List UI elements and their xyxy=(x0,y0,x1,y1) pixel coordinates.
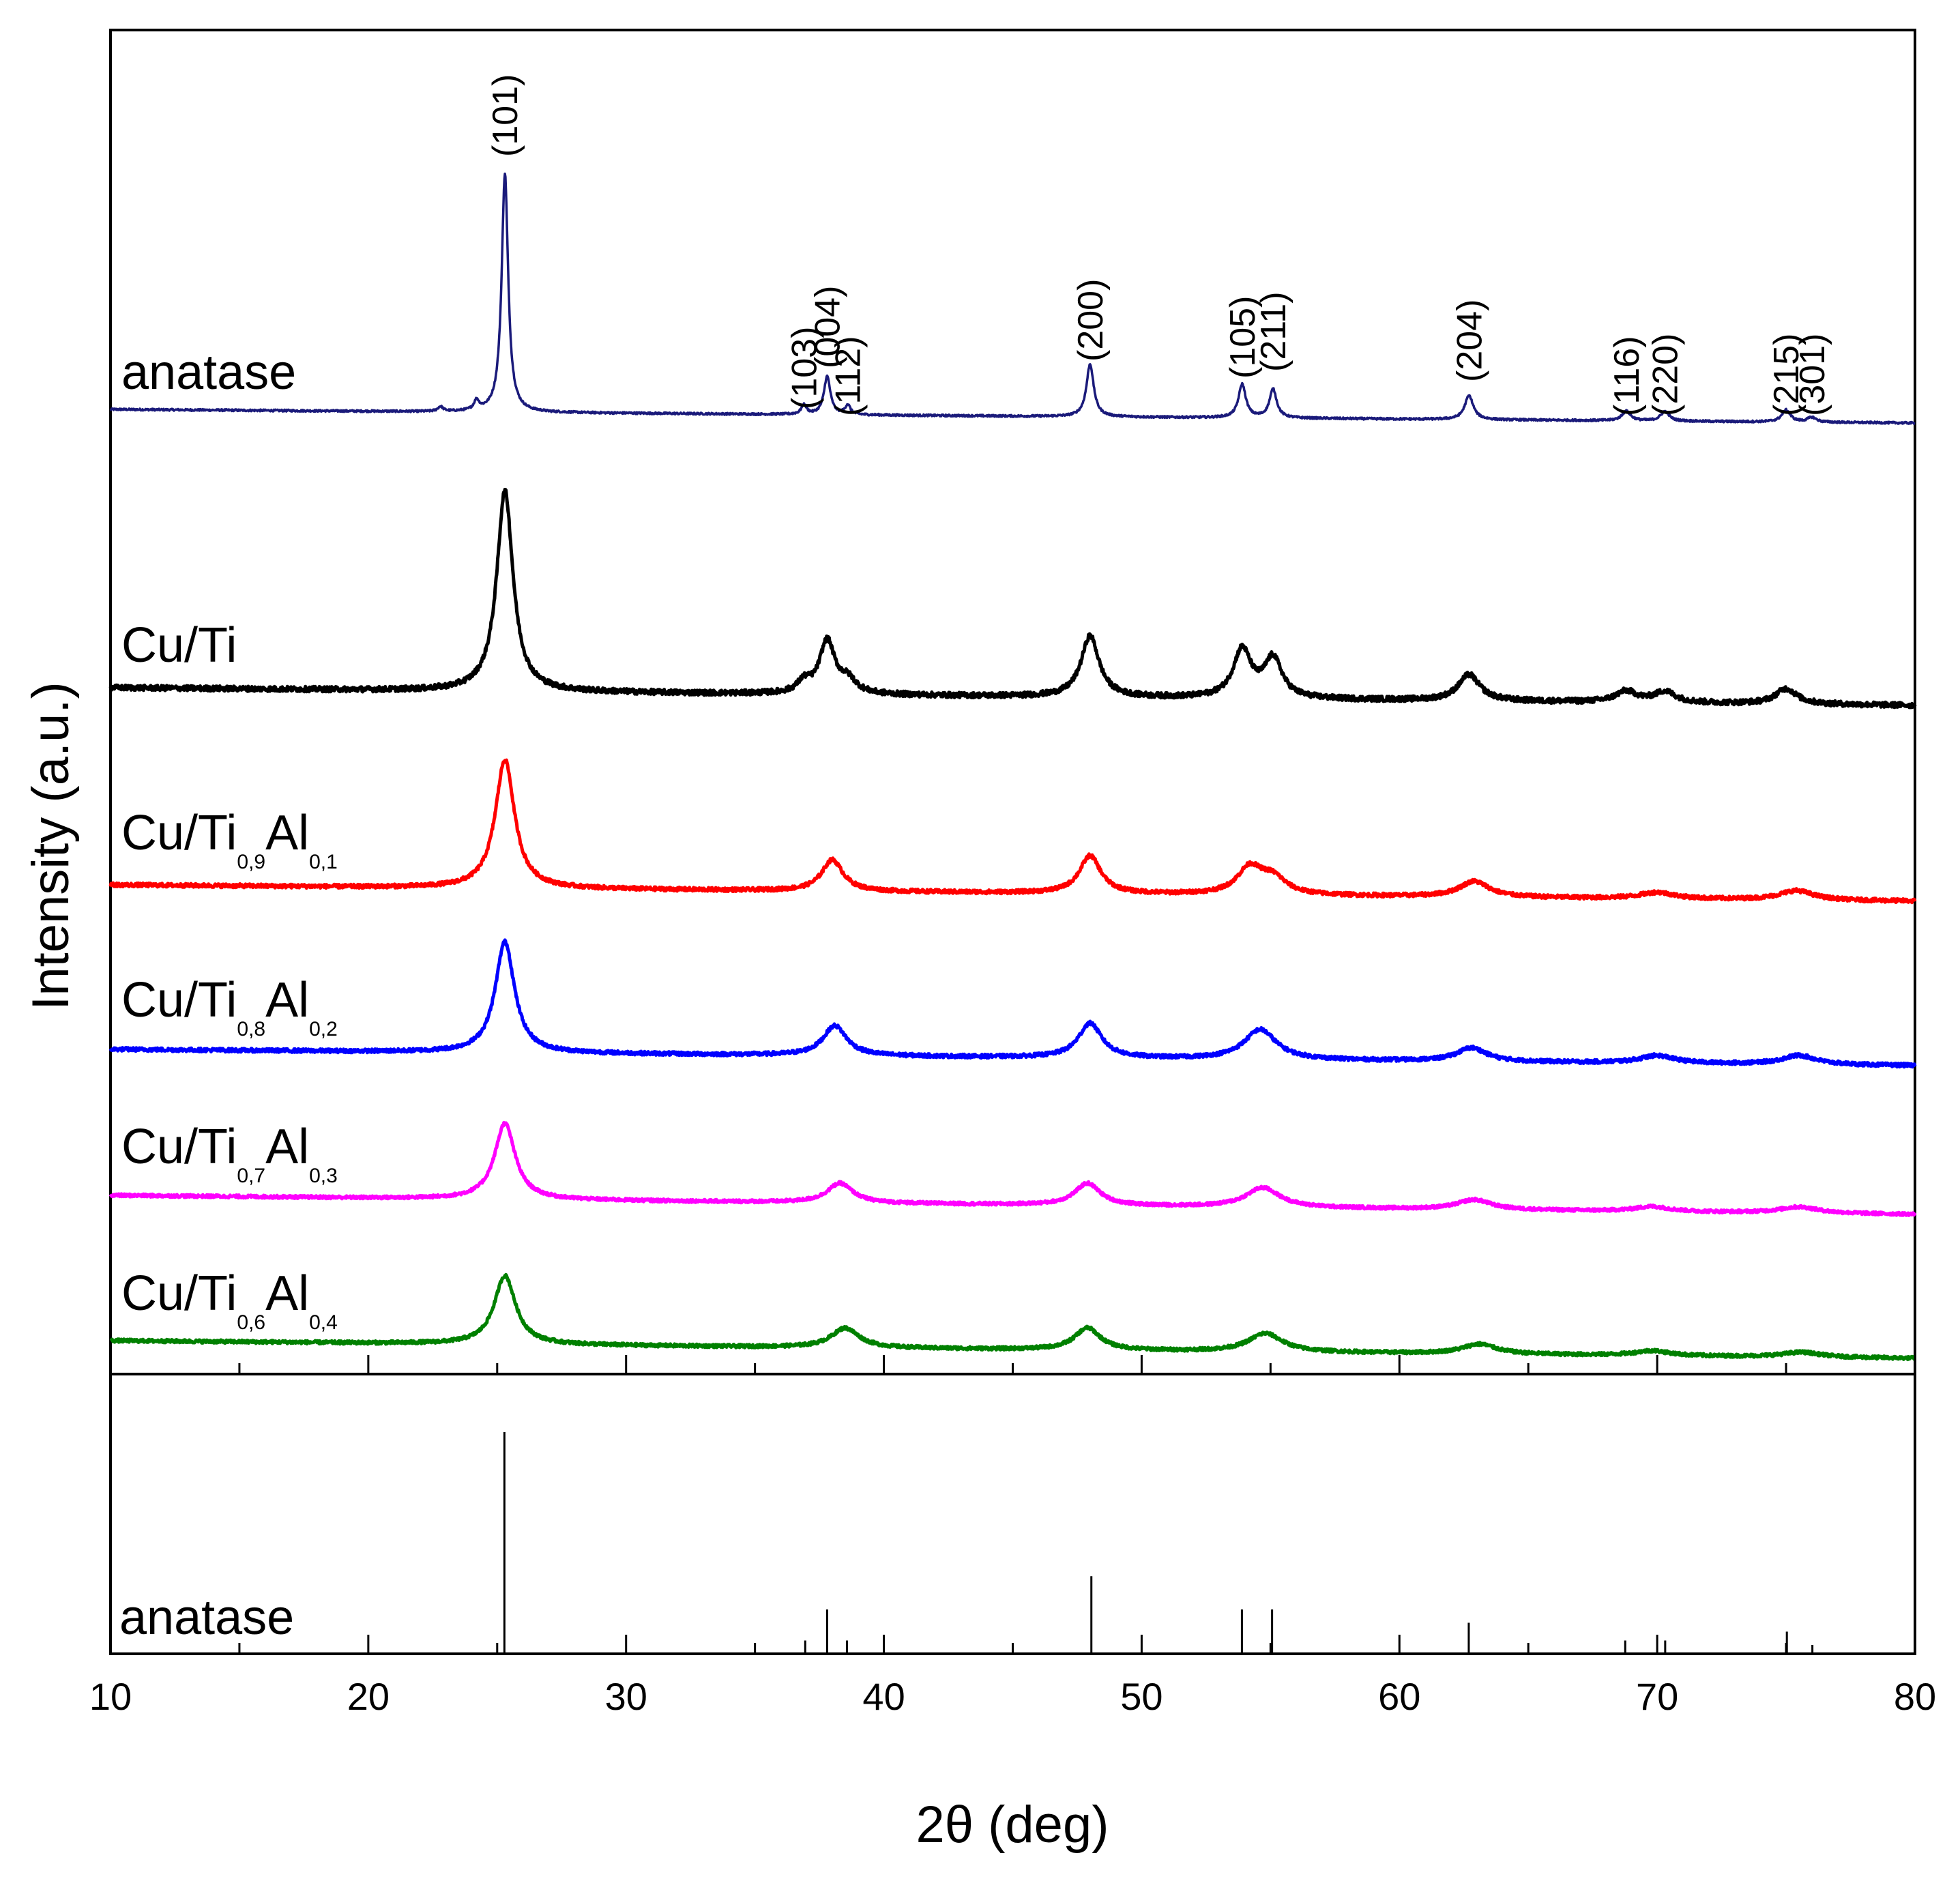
series-label-text: Cu/Ti0,9Al0,1 xyxy=(121,806,338,873)
series-label-mid: Al xyxy=(265,806,309,860)
x-tick-label: 50 xyxy=(1120,1675,1162,1718)
main-plot-frame xyxy=(109,29,1916,1375)
series-line-6 xyxy=(109,1272,1916,1362)
series-label-main: Cu/Ti xyxy=(121,973,237,1027)
peak-label: (200) xyxy=(1071,279,1111,362)
reference-panel xyxy=(109,1373,1916,1655)
series-label-text: Cu/Ti0,7Al0,3 xyxy=(121,1120,338,1187)
peak-label: (116) xyxy=(1607,336,1647,416)
x-tick-label: 20 xyxy=(347,1675,390,1718)
series-label-sub1: 0,7 xyxy=(237,1165,265,1187)
peak-label-layer: (101) (103)(004)(112) (200) (105)(211) (204)… xyxy=(486,74,1832,416)
peak-label: (204) xyxy=(1450,300,1489,382)
series-label-mid: Al xyxy=(265,1266,309,1321)
series-label-main: anatase xyxy=(121,345,296,400)
peak-label: (301) xyxy=(1793,334,1832,416)
series-label-text: Cu/Ti0,8Al0,2 xyxy=(121,973,338,1040)
series-line-4 xyxy=(108,938,1917,1069)
series-line-1 xyxy=(109,172,1916,425)
series-label-sub1: 0,6 xyxy=(237,1311,265,1334)
main-panel xyxy=(109,29,1916,1375)
series-line-2 xyxy=(108,488,1917,710)
reference-plot-frame xyxy=(109,1373,1916,1655)
series-label-text: Cu/Ti xyxy=(121,618,237,673)
series-label-main: Cu/Ti xyxy=(121,806,237,860)
reference-lines: anatase xyxy=(119,1432,1814,1654)
series-label-main: Cu/Ti xyxy=(121,618,237,673)
series-label-3: Cu/Ti0,9Al0,1 xyxy=(121,806,338,873)
x-axis-ticks: 10 20 30 40 50 60 70 80 xyxy=(89,1355,1936,1718)
series-label-2: Cu/Ti xyxy=(121,618,237,673)
series-label-text: Cu/Ti0,6Al0,4 xyxy=(121,1266,338,1334)
peak-label: (103) xyxy=(785,327,824,409)
series-label-mid: Al xyxy=(265,1120,309,1174)
peak-label: (220) xyxy=(1646,334,1686,416)
series-label-sub2: 0,4 xyxy=(309,1311,338,1334)
series-label-4: Cu/Ti0,8Al0,2 xyxy=(121,973,338,1040)
peak-label: (211) xyxy=(1254,291,1293,372)
y-axis-label: Intensity (a.u.) xyxy=(22,682,80,1010)
series-label-mid: Al xyxy=(265,973,309,1027)
series-line-5 xyxy=(108,1121,1917,1217)
series-label-sub2: 0,3 xyxy=(309,1165,338,1187)
series-layer xyxy=(108,172,1917,1362)
series-label-main: Cu/Ti xyxy=(121,1120,237,1174)
x-tick-label: 80 xyxy=(1894,1675,1936,1718)
series-label-sub1: 0,8 xyxy=(237,1018,265,1040)
x-tick-label: 30 xyxy=(605,1675,647,1718)
series-line-3 xyxy=(108,758,1917,905)
series-label-main: Cu/Ti xyxy=(121,1266,237,1321)
peak-label: (101) xyxy=(486,74,525,157)
peak-label: (215) xyxy=(1767,334,1807,416)
series-label-5: Cu/Ti0,7Al0,3 xyxy=(121,1120,338,1187)
series-label-sub2: 0,1 xyxy=(309,851,338,873)
x-axis-label: 2θ (deg) xyxy=(916,1796,1109,1854)
series-label-text: anatase xyxy=(121,345,296,400)
peak-label: (112) xyxy=(829,336,868,416)
series-label-sub1: 0,9 xyxy=(237,851,265,873)
series-label-6: Cu/Ti0,6Al0,4 xyxy=(121,1266,338,1334)
reference-label: anatase xyxy=(119,1590,294,1645)
series-label-sub2: 0,2 xyxy=(309,1018,338,1040)
x-tick-label: 40 xyxy=(862,1675,905,1718)
peak-label: (105) xyxy=(1223,296,1263,379)
x-tick-label: 10 xyxy=(89,1675,132,1718)
x-tick-label: 60 xyxy=(1378,1675,1420,1718)
series-label-1: anatase xyxy=(121,345,296,400)
label-layer: anataseCu/TiCu/Ti0,9Al0,1Cu/Ti0,8Al0,2Cu… xyxy=(121,345,338,1334)
peak-label: (004) xyxy=(808,286,847,368)
x-tick-label: 70 xyxy=(1636,1675,1678,1718)
